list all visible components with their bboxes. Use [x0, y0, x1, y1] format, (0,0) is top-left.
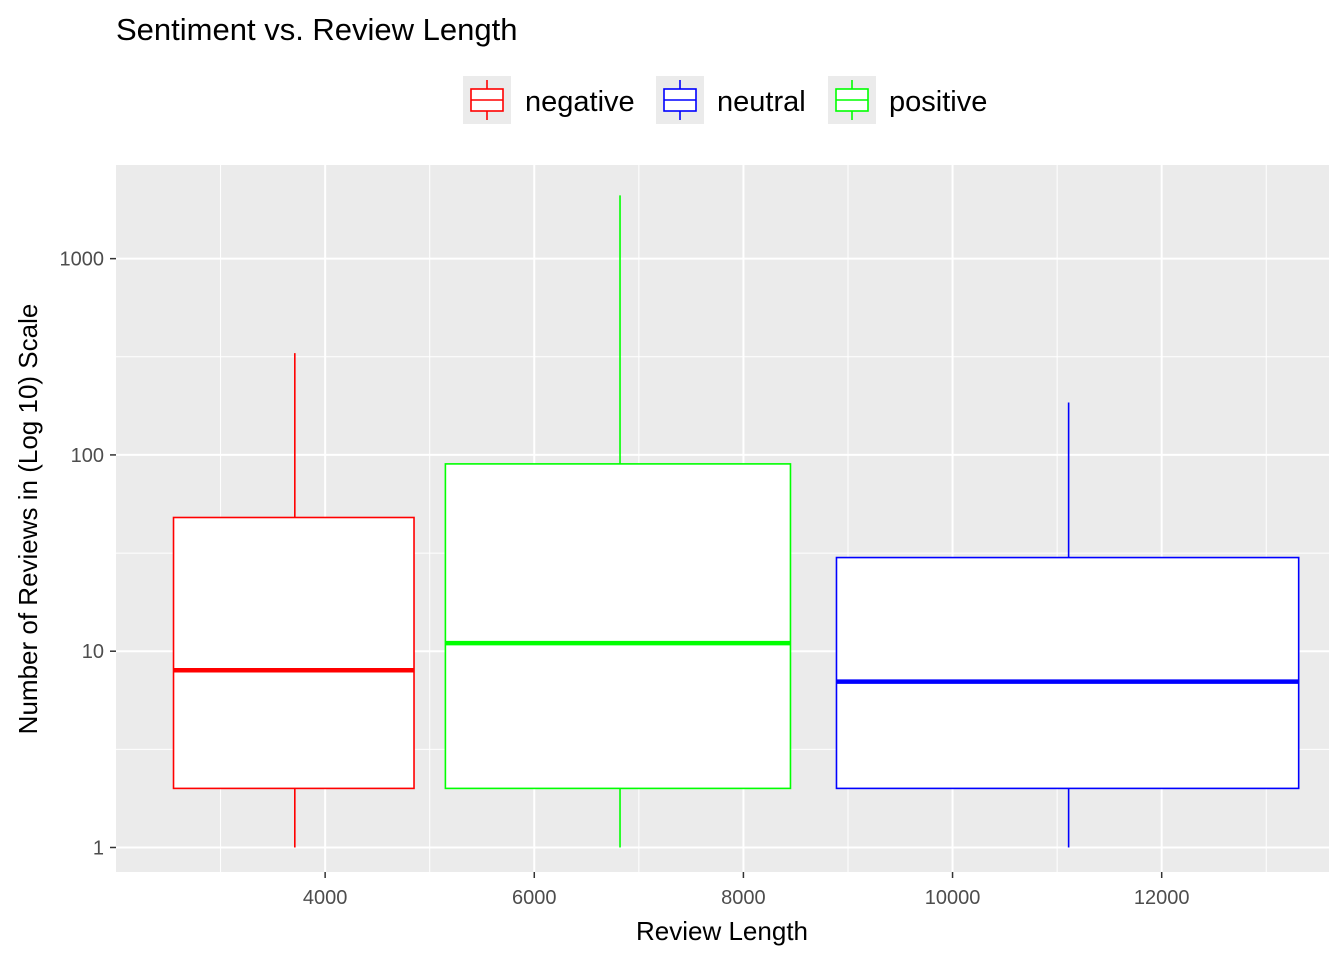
x-tick-label: 10000	[925, 887, 981, 909]
y-tick-label: 10	[82, 641, 104, 663]
legend-label-neutral: neutral	[717, 86, 806, 118]
x-tick-label: 4000	[303, 887, 348, 909]
x-tick-label: 8000	[721, 887, 766, 909]
y-tick-label: 100	[71, 445, 104, 467]
legend-item-negative: negative	[463, 76, 635, 124]
legend-item-neutral: neutral	[656, 76, 806, 124]
y-axis: 1 10 100 1000	[60, 249, 116, 859]
y-tick-label: 1	[93, 837, 104, 859]
x-tick-label: 12000	[1134, 887, 1190, 909]
legend-label-positive: positive	[889, 86, 987, 118]
boxplot-neutral	[835, 402, 1300, 848]
box-neutral	[835, 556, 1300, 790]
legend: negative neutral positive	[463, 76, 987, 124]
y-axis-title: Number of Reviews in (Log 10) Scale	[13, 304, 43, 735]
boxplot-positive	[444, 195, 792, 848]
boxplot-negative	[172, 353, 415, 848]
legend-item-positive: positive	[828, 76, 987, 124]
x-tick-label: 6000	[512, 887, 557, 909]
box-positive	[444, 463, 792, 790]
x-axis-title: Review Length	[636, 916, 808, 946]
chart-title: Sentiment vs. Review Length	[116, 12, 518, 47]
box-negative	[172, 516, 415, 790]
x-axis: 4000 6000 8000 10000 12000	[303, 872, 1190, 909]
legend-label-negative: negative	[525, 86, 635, 118]
y-tick-label: 1000	[60, 249, 105, 271]
boxplots	[172, 195, 1300, 848]
